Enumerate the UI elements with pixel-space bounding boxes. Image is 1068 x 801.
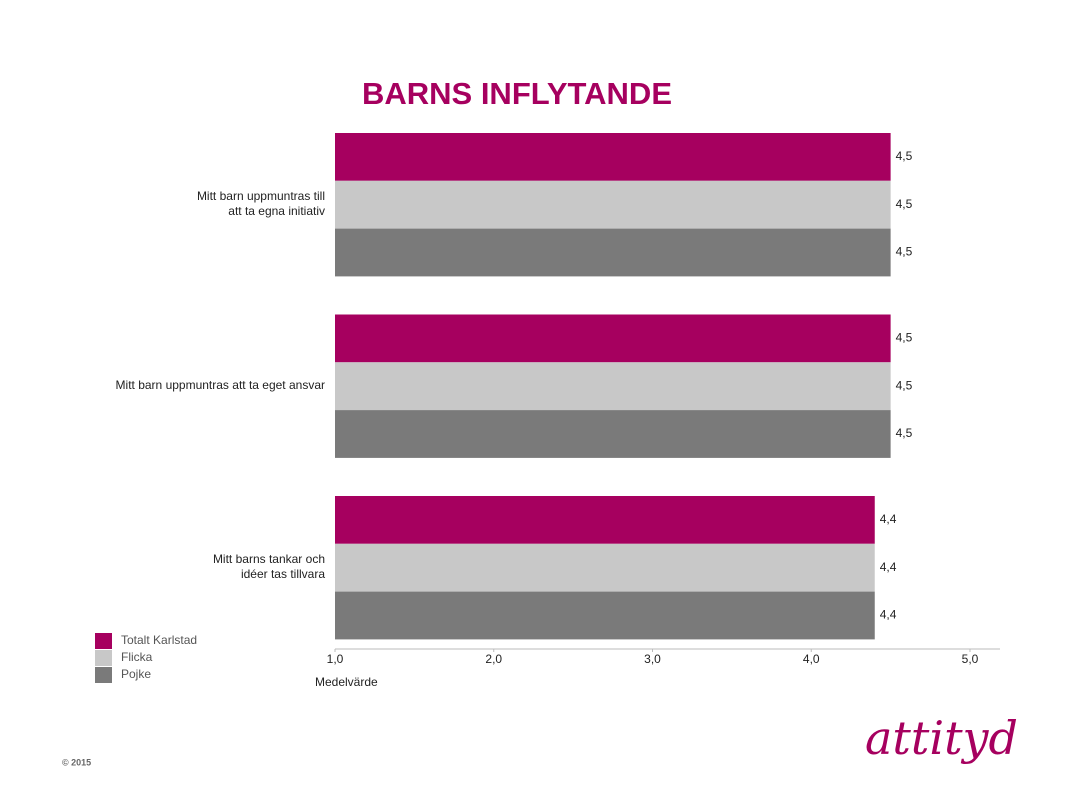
bar [335, 591, 875, 640]
legend-label: Flicka [121, 650, 153, 664]
x-tick-label: 3,0 [644, 652, 661, 666]
bar [335, 133, 891, 181]
legend-swatch [95, 667, 112, 683]
bar [335, 362, 891, 411]
x-tick-label: 1,0 [327, 652, 344, 666]
legend-swatch [95, 650, 112, 666]
bar [335, 180, 891, 229]
y-tick-label: Mitt barn uppmuntras att ta eget ansvar [116, 378, 325, 392]
bar [335, 496, 875, 544]
value-label: 4,5 [896, 197, 913, 211]
y-tick-label: Mitt barn uppmuntras till att ta egna ini… [197, 189, 325, 218]
value-label: 4,4 [880, 512, 897, 526]
bar [335, 410, 891, 458]
value-label: 4,5 [896, 149, 913, 163]
value-label: 4,5 [896, 245, 913, 259]
value-label: 4,5 [896, 331, 913, 345]
x-tick-label: 4,0 [803, 652, 820, 666]
copyright: © 2015 [62, 757, 91, 767]
x-tick-label: 5,0 [962, 652, 979, 666]
x-tick-label: 2,0 [485, 652, 502, 666]
legend-swatch [95, 633, 112, 649]
bar [335, 314, 891, 363]
y-tick-label: Mitt barns tankar och idéer tas tillvara [213, 552, 325, 581]
legend-label: Pojke [121, 667, 151, 681]
value-label: 4,4 [880, 608, 897, 622]
value-label: 4,5 [896, 426, 913, 440]
logo: attityd [865, 711, 1018, 765]
bar [335, 543, 875, 592]
bar [335, 228, 891, 277]
value-label: 4,4 [880, 560, 897, 574]
legend-label: Totalt Karlstad [121, 633, 197, 647]
chart-title: BARNS INFLYTANDE [362, 76, 672, 111]
value-label: 4,5 [896, 378, 913, 392]
x-axis-label: Medelvärde [315, 675, 378, 689]
